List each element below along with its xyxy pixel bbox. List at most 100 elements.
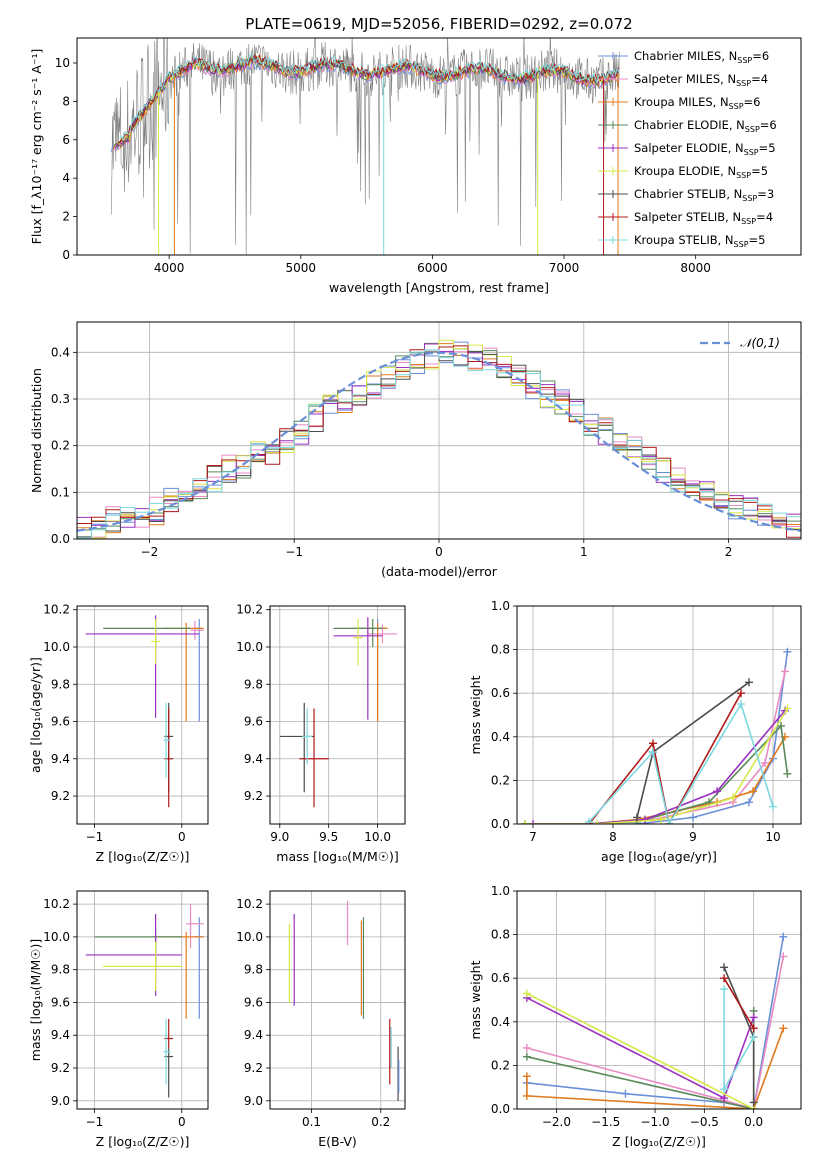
y-tick-label: 0.0 [51, 532, 70, 546]
weight-marker [522, 1043, 531, 1052]
weight-marker [749, 787, 757, 796]
weight-line [589, 651, 789, 824]
plot-area [85, 904, 204, 1098]
y-tick-label: 4 [62, 171, 70, 185]
weight-series [522, 1024, 788, 1109]
weight-marker [779, 952, 788, 961]
y-tick-label: 0.1 [51, 485, 70, 499]
errorbar-point [302, 708, 313, 765]
y-tick-label: 0.4 [51, 345, 70, 359]
weight-series [522, 989, 758, 1109]
x-tick-label: 9.0 [270, 830, 289, 844]
x-tick-label: 0.2 [371, 1115, 390, 1129]
y-tick-label: 1.0 [491, 599, 510, 613]
x-tick-label: 9.5 [319, 830, 338, 844]
y-tick-label: 9.8 [244, 963, 263, 977]
errorbar-point [103, 941, 182, 991]
weight-marker [749, 1013, 758, 1022]
y-tick-label: 9.4 [244, 1028, 263, 1042]
plot-area [85, 615, 204, 808]
weight-line [526, 956, 785, 1109]
y-tick-label: 9.8 [51, 677, 70, 691]
x-tick-label: −1.5 [591, 1115, 620, 1129]
weight-marker [689, 813, 697, 822]
axes-frame [516, 890, 802, 1110]
weight-marker [649, 739, 657, 748]
x-tick-label: 9 [689, 830, 697, 844]
weight-series [585, 647, 792, 824]
y-tick-label: 10.2 [43, 897, 70, 911]
errorbar-point [194, 917, 204, 1019]
panel-6: 0.1 0.2 9.0 9.2 9.4 9.6 9.8 10.0 10.2 E(B-V) [236, 890, 406, 1149]
x-tick-label: 2 [725, 545, 733, 559]
weight-marker [769, 802, 777, 811]
errorbar-point [279, 702, 315, 793]
errorbar-point [103, 619, 191, 647]
legend-label: Chabrier MILES, NSSP=6 [634, 49, 769, 65]
panel-5: −1 0 9.0 9.2 9.4 9.6 9.8 10.0 10.2 Z [log₁₀(Z/Z☉)… [28, 890, 209, 1149]
legend-label: Salpeter STELIB, NSSP=4 [634, 210, 773, 226]
x-tick-label: 6000 [417, 261, 448, 275]
axes-frame [76, 605, 209, 825]
x-tick-label: 0.0 [744, 1115, 763, 1129]
weight-series [521, 704, 792, 824]
legend-label: Kroupa ELODIE, NSSP=5 [634, 164, 768, 180]
plot-area [288, 900, 400, 1101]
x-tick-label: −0.5 [690, 1115, 719, 1129]
y-tick-label: 6 [62, 133, 70, 147]
y-tick-label: 0.6 [491, 971, 510, 985]
weight-marker [713, 787, 721, 796]
x-axis-label: wavelength [Angstrom, rest frame] [329, 280, 549, 295]
chart-title: PLATE=0619, MJD=52056, FIBERID=0292, z=0… [245, 15, 632, 33]
weight-marker [761, 758, 769, 767]
errorbar-point [353, 619, 363, 666]
y-tick-label: 9.2 [51, 789, 70, 803]
y-tick-label: 0.4 [491, 1015, 510, 1029]
weight-series [529, 706, 789, 824]
weight-line [588, 702, 774, 824]
normal-curve [77, 351, 801, 532]
errorbar-point [190, 620, 204, 640]
errorbar-point [85, 913, 182, 996]
y-axis-label: Normed distribution [29, 368, 44, 493]
y-axis-label: mass weight [468, 960, 483, 1039]
panel-0: 4000 5000 6000 7000 8000 0 2 4 6 8 10 wavelength [A… [29, 15, 802, 295]
x-axis-label: age [log₁₀(age/yr)] [601, 849, 717, 864]
y-axis-label: mass weight [468, 675, 483, 754]
panel-1: −2 −1 0 1 2 0.0 0.1 0.2 0.3 0.4 (data-model)/error… [29, 321, 802, 579]
histogram-series [77, 349, 801, 539]
x-tick-label: 8000 [680, 261, 711, 275]
y-tick-label: 9.6 [51, 715, 70, 729]
x-tick-label: −1 [86, 1115, 104, 1129]
errorbar-point [151, 619, 160, 664]
y-tick-label: 0.6 [491, 686, 510, 700]
weight-line [723, 977, 755, 1029]
y-tick-label: 9.8 [244, 677, 263, 691]
errorbar-point [151, 931, 204, 1019]
weight-marker [783, 769, 792, 778]
axes-frame [269, 605, 406, 825]
y-tick-label: 10.0 [43, 640, 70, 654]
x-tick-label: −2.0 [542, 1115, 571, 1129]
x-axis-label: Z [log₁₀(Z/Z☉)] [96, 1134, 190, 1149]
weight-marker [737, 689, 745, 698]
weight-marker [720, 1094, 729, 1103]
plot-area [77, 339, 801, 539]
weight-marker [779, 1024, 788, 1033]
panel-3: 9.0 9.5 10.0 9.2 9.4 9.6 9.8 10.0 10.2 mass [log₁… [236, 603, 406, 864]
y-tick-label: 9.6 [244, 715, 263, 729]
y-tick-label: 10.2 [236, 897, 263, 911]
plot-area [279, 617, 398, 808]
axes-frame [269, 890, 406, 1110]
y-tick-label: 9.4 [51, 752, 70, 766]
y-tick-label: 9.6 [51, 995, 70, 1009]
axes-frame [76, 890, 209, 1110]
y-tick-label: 0.2 [491, 1058, 510, 1072]
errorbar-point [163, 702, 171, 778]
errorbar-point [186, 904, 204, 949]
y-tick-label: 1.0 [491, 884, 510, 898]
weight-marker [522, 1072, 531, 1081]
y-tick-label: 2 [62, 210, 70, 224]
weight-marker [745, 798, 753, 807]
